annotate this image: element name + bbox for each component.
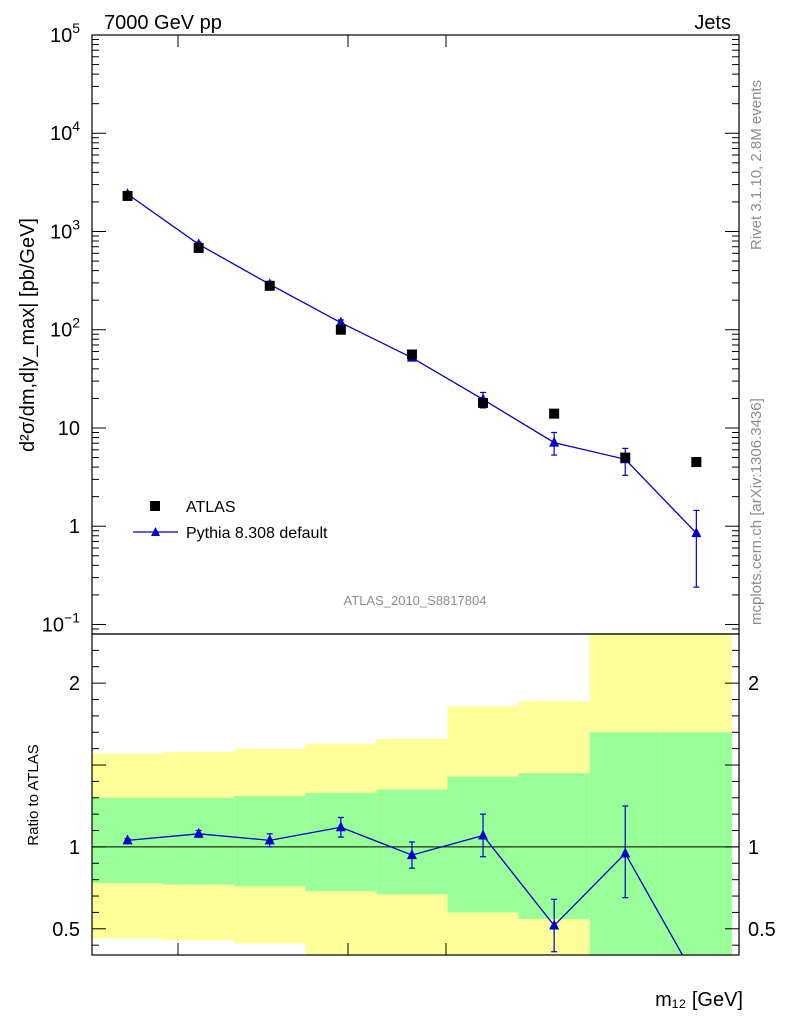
mcplots-label: mcplots.cern.ch [arXiv:1306.3436] [748, 398, 765, 625]
header-right-label: Jets [694, 12, 731, 34]
ratio-mc-point [122, 834, 133, 845]
header-left-label: 7000 GeV pp [104, 12, 222, 34]
main-y-tick-label-1: 1 [69, 516, 80, 538]
main-y-axis-title: d²σ/dm,d|y_max| [pb/GeV] [17, 218, 39, 452]
main-y-tick-label-0: 10−1 [42, 609, 80, 636]
ratio-y-tick-label-left-2: 2 [69, 673, 80, 695]
mc-point [691, 527, 702, 538]
ratio-y-axis-title: Ratio to ATLAS [25, 744, 42, 845]
x-axis-title: m₁₂ [GeV] [655, 989, 743, 1011]
ratio-uncertainty-bands [92, 634, 732, 955]
ratio-y-tick-label-right-2: 2 [748, 673, 759, 695]
ratio-y-tick-label-right-0: 0.5 [748, 919, 776, 941]
ratio-mc-point [549, 919, 560, 930]
x-axis-ticks [177, 35, 447, 955]
main-y-tick-label-4: 103 [50, 216, 80, 243]
main-data-series [122, 190, 702, 468]
main-y-tick-label-3: 102 [50, 315, 80, 342]
ratio-mc-series [122, 805, 684, 956]
mc-line [127, 193, 697, 534]
ratio-mc-point [193, 827, 204, 838]
analysis-watermark: ATLAS_2010_S8817804 [344, 593, 487, 608]
legend-data-marker [150, 501, 160, 511]
main-axis-ticks [92, 34, 739, 635]
legend-data-label: ATLAS [186, 499, 236, 516]
mc-point [549, 436, 560, 447]
ratio-y-tick-labels: 0.5 0.5 1 1 2 2 [52, 673, 776, 941]
data-point [620, 452, 631, 463]
ratio-y-tick-label-left-0: 0.5 [52, 919, 80, 941]
main-y-tick-label-6: 105 [50, 20, 80, 47]
main-plot-frame [91, 34, 740, 635]
main-y-tick-label-2: 10 [58, 418, 80, 440]
mc-point [335, 316, 346, 327]
data-point [478, 397, 489, 408]
ratio-mc-point [335, 821, 346, 832]
data-point [264, 280, 275, 291]
band-inner-1 [163, 797, 235, 885]
main-y-tick-label-5: 104 [50, 118, 80, 145]
ratio-y-tick-label-right-1: 1 [748, 837, 759, 859]
data-point [335, 324, 346, 335]
data-point [406, 349, 417, 360]
ratio-mc-point [406, 849, 417, 860]
ratio-y-tick-label-left-1: 1 [69, 837, 80, 859]
ratio-mc-point [478, 829, 489, 840]
data-point [193, 242, 204, 253]
data-point [122, 190, 133, 201]
legend: ATLAS Pythia 8.308 default [133, 499, 328, 542]
ratio-plot-frame [91, 633, 740, 956]
data-point [549, 408, 560, 419]
band-inner-6 [518, 773, 590, 919]
main-y-tick-labels: 10−1 1 10 102 103 104 105 [42, 20, 80, 636]
data-point [691, 457, 702, 468]
band-inner-8 [660, 732, 732, 955]
ratio-mc-point [264, 834, 275, 845]
rivet-version-label: Rivet 3.1.10, 2.8M events [748, 80, 765, 250]
legend-mc-marker [151, 527, 160, 536]
ratio-mc-point [620, 847, 631, 858]
legend-mc-label: Pythia 8.308 default [186, 525, 328, 542]
band-inner-3 [305, 792, 377, 892]
